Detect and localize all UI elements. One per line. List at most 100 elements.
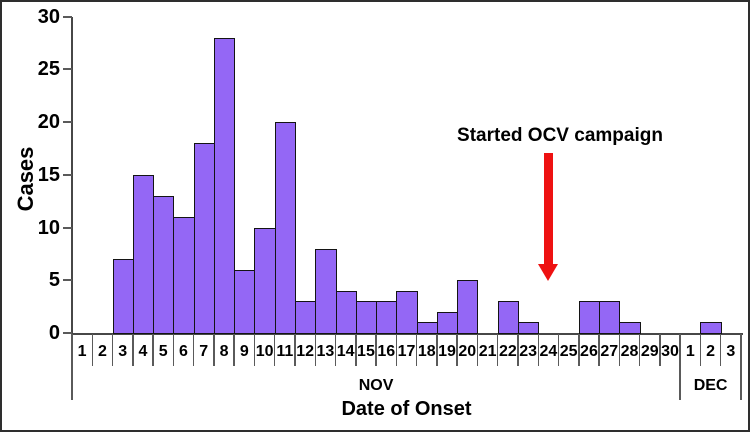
date-tick	[618, 334, 621, 366]
date-label: 3	[118, 343, 128, 360]
x-axis-line	[71, 333, 743, 335]
date-tick	[699, 334, 702, 366]
date-label: 10	[255, 343, 274, 360]
ocv-campaign-arrow-head	[538, 264, 559, 281]
date-tick	[273, 334, 276, 366]
date-tick	[192, 334, 195, 366]
bar-day-28	[619, 322, 641, 334]
y-tick	[63, 173, 72, 176]
date-label: 3	[726, 343, 736, 360]
date-tick	[456, 334, 458, 366]
bar-day-3	[112, 259, 134, 334]
date-tick	[213, 334, 215, 366]
date-tick	[436, 334, 438, 366]
date-tick	[496, 334, 499, 366]
date-label: 2	[706, 343, 716, 360]
month-separator-tick	[679, 334, 681, 400]
y-tick-label: 5	[48, 269, 60, 292]
bar-day-27	[599, 301, 621, 334]
bar-day-23	[518, 322, 540, 334]
bar-day-13	[315, 248, 337, 334]
month-label-dec: DEC	[693, 377, 728, 394]
date-label: 24	[539, 343, 558, 360]
date-label: 29	[640, 343, 659, 360]
date-label: 30	[661, 343, 679, 360]
date-tick	[233, 334, 235, 366]
date-label: 5	[158, 343, 168, 360]
bar-day-15	[355, 301, 378, 334]
date-tick	[111, 334, 114, 366]
date-tick	[355, 334, 357, 366]
date-label: 4	[138, 343, 148, 360]
date-tick	[172, 334, 175, 366]
date-tick	[375, 334, 377, 366]
date-label: 6	[179, 343, 188, 360]
date-tick	[598, 334, 600, 366]
y-tick-label: 10	[37, 216, 60, 239]
date-tick	[91, 334, 94, 366]
date-label: 18	[417, 343, 436, 360]
date-label: 14	[336, 343, 355, 360]
bar-day-9	[234, 269, 256, 334]
date-label: 25	[559, 343, 578, 360]
month-separator-tick	[740, 334, 742, 400]
bar-day-5	[153, 195, 175, 334]
date-label: 17	[397, 343, 416, 360]
bar-day-19	[436, 311, 459, 334]
date-label: 8	[219, 343, 229, 360]
date-tick	[476, 334, 479, 366]
date-label: 26	[580, 343, 598, 360]
bar-day-14	[335, 290, 357, 334]
x-axis-title: Date of Onset	[341, 398, 472, 420]
bar-day-16	[376, 301, 398, 334]
date-label: 27	[600, 343, 619, 360]
y-tick	[63, 121, 72, 123]
y-tick-label: 20	[37, 111, 60, 133]
date-label: 9	[239, 343, 249, 360]
date-label: 20	[458, 343, 477, 360]
bar-day-2	[700, 322, 722, 334]
bar-day-17	[396, 290, 418, 334]
bar-day-6	[173, 216, 195, 334]
date-tick	[537, 334, 540, 366]
y-tick	[63, 15, 72, 18]
y-tick-label: 15	[37, 163, 60, 186]
y-tick-label: 0	[48, 322, 60, 344]
date-tick	[294, 334, 296, 366]
date-label: 15	[357, 343, 375, 360]
y-tick-label: 25	[37, 58, 60, 81]
date-label: 1	[685, 343, 695, 360]
month-separator-tick	[71, 334, 73, 400]
bar-day-10	[254, 227, 276, 334]
date-tick	[557, 334, 560, 366]
date-label: 19	[438, 343, 456, 360]
bar-day-11	[274, 122, 296, 334]
date-tick	[638, 334, 641, 366]
date-label: 7	[199, 343, 209, 360]
date-label: 16	[377, 343, 396, 360]
date-label: 21	[478, 343, 497, 360]
date-tick	[395, 334, 398, 366]
date-tick	[314, 334, 317, 366]
bar-day-8	[213, 37, 236, 334]
date-label: 11	[276, 343, 294, 360]
y-tick-label: 30	[37, 5, 60, 28]
date-tick	[719, 334, 722, 366]
y-tick	[63, 279, 72, 282]
month-label-nov: NOV	[358, 377, 394, 394]
bar-day-22	[497, 301, 519, 334]
date-tick	[253, 334, 256, 366]
date-tick	[578, 334, 580, 366]
date-tick	[132, 334, 134, 366]
bar-day-18	[416, 322, 438, 334]
date-label: 28	[620, 343, 639, 360]
ocv-campaign-arrow-shaft	[543, 153, 553, 265]
date-tick	[517, 334, 519, 366]
bar-day-4	[132, 174, 155, 334]
y-tick	[63, 226, 72, 229]
y-tick	[63, 332, 72, 334]
date-label: 12	[296, 343, 315, 360]
y-tick	[63, 68, 72, 71]
date-tick	[659, 334, 661, 366]
date-tick	[415, 334, 418, 366]
